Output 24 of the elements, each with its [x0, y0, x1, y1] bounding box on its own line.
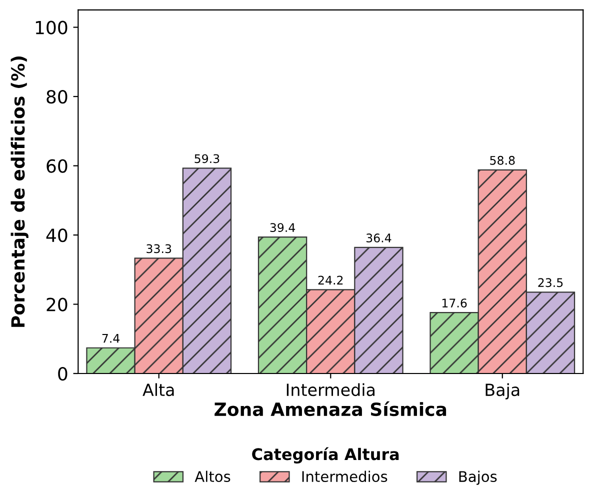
y-tick-label: 60 [46, 159, 68, 173]
data-label: 24.2 [318, 276, 343, 284]
data-label: 39.4 [270, 223, 296, 232]
data-label: 33.3 [146, 244, 172, 254]
x-tick-label: Intermedia [286, 383, 374, 396]
data-label: 23.5 [538, 278, 563, 288]
legend-label: Intermedios [302, 470, 388, 482]
data-label: 58.8 [490, 156, 515, 165]
legend-label: Bajos [459, 470, 497, 485]
y-tick-label: 40 [46, 228, 68, 242]
data-label: 7.4 [102, 334, 120, 343]
data-label: 59.3 [194, 154, 220, 164]
data-label: 17.6 [442, 298, 467, 308]
legend-label: Altos [194, 470, 230, 482]
x-tick-label: Baja [486, 383, 520, 400]
data-label: 36.4 [366, 233, 392, 242]
y-tick-label: 20 [46, 298, 68, 312]
y-tick-label: 100 [36, 20, 68, 34]
y-tick-label: 80 [46, 90, 68, 104]
y-axis-title: Porcentaje de edificios (%) [10, 56, 28, 327]
y-tick-label: 0 [58, 366, 68, 381]
legend-title: Categoría Altura [252, 447, 399, 464]
x-axis-title: Zona Amenaza Sísmica [214, 401, 446, 416]
x-tick-label: Alta [142, 383, 174, 396]
